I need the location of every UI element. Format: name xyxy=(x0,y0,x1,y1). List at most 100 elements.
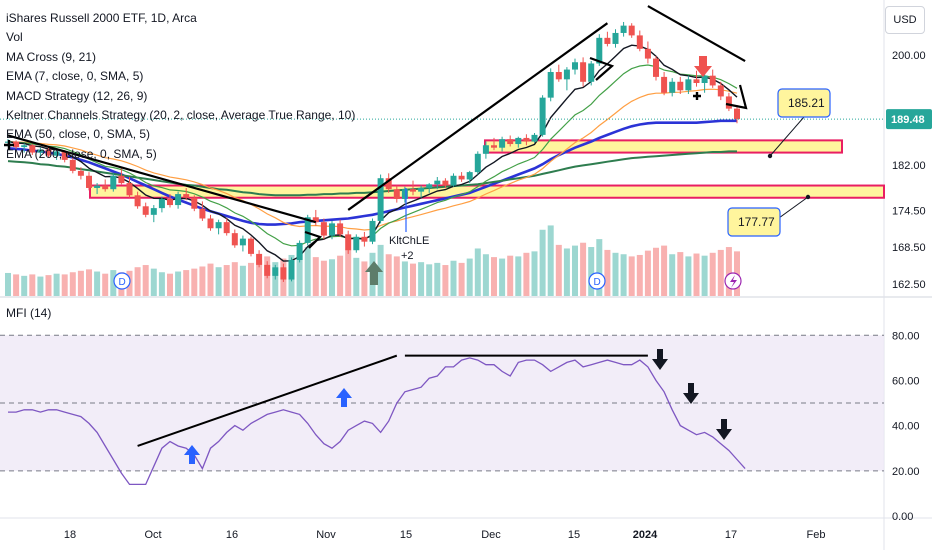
candle-body xyxy=(304,217,311,243)
volume-bar xyxy=(717,249,724,296)
volume-bar xyxy=(86,269,92,296)
volume-bar xyxy=(531,251,538,296)
strategy-sub-label: +2 xyxy=(401,250,414,262)
volume-bar xyxy=(45,275,52,296)
candle-body xyxy=(717,85,724,97)
last-price-label: 189.48 xyxy=(891,114,925,126)
legend-item-ema50[interactable]: EMA (50, close, 0, SMA, 5) xyxy=(6,127,151,142)
volume-bar xyxy=(515,256,522,296)
currency-button[interactable]: USD xyxy=(885,6,925,34)
volume-bar xyxy=(385,254,392,296)
candle-body xyxy=(21,145,28,148)
arrowhead-icon xyxy=(725,84,748,110)
candle-body xyxy=(547,72,554,98)
candle-body xyxy=(612,32,619,44)
candle-body xyxy=(491,145,497,148)
candle-body xyxy=(183,194,190,198)
dividend-event-icon xyxy=(588,272,606,290)
candle-body xyxy=(13,141,20,148)
candle-body xyxy=(288,259,295,280)
mfi-down-arrow-icon xyxy=(716,419,732,440)
candle-body xyxy=(223,222,230,234)
legend-item-ema200[interactable]: EMA (200, close, 0, SMA, 5) xyxy=(6,146,157,161)
volume-bar xyxy=(77,270,84,296)
volume-bar xyxy=(482,254,489,296)
volume-bar xyxy=(110,270,117,296)
volume-bar xyxy=(29,274,36,296)
callout-185-leader xyxy=(769,116,805,157)
volume-bar xyxy=(701,255,708,296)
candle-body xyxy=(110,175,117,190)
legend-title[interactable]: iShares Russell 2000 ETF, 1D, Arca xyxy=(6,11,197,25)
candle-body xyxy=(572,62,578,70)
volume-bar xyxy=(612,252,619,296)
price-tick-label: 182.00 xyxy=(892,160,926,172)
candle-body xyxy=(377,178,384,221)
volume-bar xyxy=(572,245,578,296)
candle-body xyxy=(296,242,303,260)
volume-bar xyxy=(491,257,497,296)
candle-body xyxy=(264,264,271,276)
candle-body xyxy=(77,170,84,176)
candle-body xyxy=(539,97,546,135)
volume-bar xyxy=(644,250,651,296)
callout-185-box xyxy=(777,88,831,118)
candle-body xyxy=(507,139,514,145)
candle-body xyxy=(693,79,700,84)
volume-bar xyxy=(466,258,473,296)
candle-body xyxy=(142,206,149,215)
volume-bar xyxy=(474,248,481,296)
volume-bar xyxy=(69,272,76,296)
candle-body xyxy=(466,172,473,180)
candle-body xyxy=(426,184,433,188)
volume-bar xyxy=(239,265,246,296)
volume-bar xyxy=(37,276,44,296)
volume-bar xyxy=(94,271,101,296)
mfi-tick-label: 40.00 xyxy=(892,421,920,433)
candle-body xyxy=(69,159,76,171)
dividend-event-label: D xyxy=(594,277,601,288)
candle-body xyxy=(604,37,611,44)
candle-body xyxy=(442,180,449,186)
mfi-legend[interactable]: MFI (14) xyxy=(6,306,52,320)
volume-bar xyxy=(563,248,570,296)
legend-item-vol[interactable]: Vol xyxy=(6,30,23,45)
volume-bar xyxy=(709,252,716,296)
mfi-line xyxy=(8,357,746,486)
candle-body xyxy=(207,218,214,229)
candle-body xyxy=(337,223,344,235)
time-tick-label: Oct xyxy=(144,529,161,541)
legend-item-macd[interactable]: MACD Strategy (12, 26, 9) xyxy=(6,88,148,103)
candle-body xyxy=(563,69,570,80)
mfi-tick-label: 80.00 xyxy=(892,330,920,342)
volume-bar xyxy=(21,275,28,296)
candle-body xyxy=(345,234,352,251)
volume-bar xyxy=(150,268,157,296)
buy-arrow-icon xyxy=(365,261,383,285)
trendline-down-1 xyxy=(7,134,317,224)
time-tick-label: 17 xyxy=(725,529,737,541)
volume-bar xyxy=(588,247,595,296)
candle-body xyxy=(353,236,360,251)
legend-item-keltner[interactable]: Keltner Channels Strategy (20, 2, close,… xyxy=(6,108,356,123)
candle-body xyxy=(458,175,465,180)
candle-body xyxy=(53,151,60,156)
legend-item-ma-cross[interactable]: MA Cross (9, 21) xyxy=(6,49,97,64)
volume-bar xyxy=(628,256,635,296)
candle-body xyxy=(499,139,506,148)
candle-body xyxy=(158,198,165,209)
sell-arrow-icon xyxy=(694,56,712,77)
price-tick-label: 174.50 xyxy=(892,206,926,218)
time-tick-label: Dec xyxy=(481,529,501,541)
mfi-down-arrow-icon xyxy=(652,349,668,370)
candle-body xyxy=(474,153,481,173)
volume-bar xyxy=(5,272,11,296)
candle-body xyxy=(669,81,676,93)
candle-body xyxy=(580,62,587,82)
trendline-up xyxy=(347,22,609,211)
volume-bar xyxy=(296,251,303,296)
candle-body xyxy=(369,220,376,242)
legend-item-ema7[interactable]: EMA (7, close, 0, SMA, 5) xyxy=(6,69,144,84)
candle-body xyxy=(734,108,740,120)
